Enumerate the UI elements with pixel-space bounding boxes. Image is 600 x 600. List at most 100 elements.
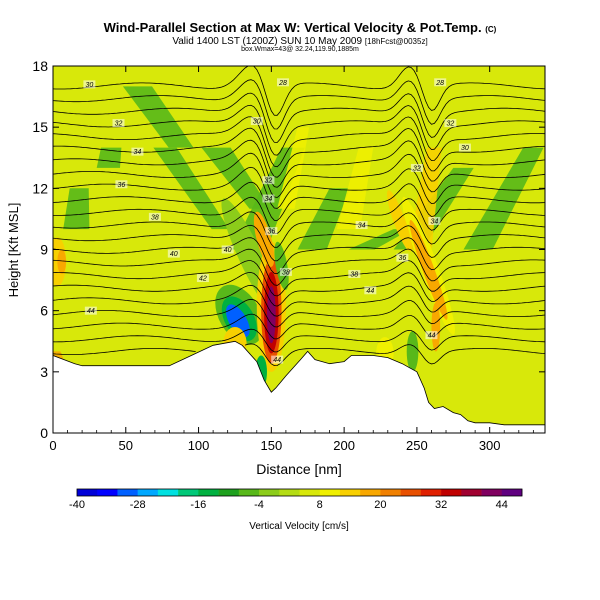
contour-label-bg [276,78,289,87]
theta-contour-17 [53,116,545,168]
colorbar: -40 -28 -16 -4 8 20 32 44 [69,488,523,511]
yellow-streak [336,147,374,230]
theta-contour-1 [53,328,545,353]
y-tick-label: 12 [32,180,48,196]
contour-label: 32 [413,165,421,172]
contour-label: 44 [366,288,374,295]
theta-contour-19 [53,92,545,143]
yellow-streak [277,127,310,209]
colorbar-tick-label: 8 [317,499,323,511]
colorbar-swatch [339,489,361,496]
green-streak [63,188,90,230]
theta-contour-21 [53,66,545,116]
theta-contour-0 [53,343,545,367]
y-tick-label: 3 [40,364,48,380]
theta-contour-9 [53,224,545,262]
contour-label-bg [148,212,161,221]
chart-title-text: Wind-Parallel Section at Max W: Vertical… [103,20,482,35]
contour-label: 40 [170,251,178,258]
theta-contour-18 [53,104,545,156]
contour-label: 40 [224,247,232,254]
theta-contour-6 [53,260,545,297]
contour-label-bg [167,249,180,258]
x-tick-label: 100 [188,438,210,453]
chart-subtitle: Valid 1400 LST (1200Z) SUN 10 May 2009 [… [0,36,600,47]
contour-labels: 44 42 40 38 36 34 32 30 40 38 36 34 32 30 28 38 44 34 34 36… [83,78,471,364]
colorbar-swatch [137,489,159,496]
colorbar-swatch [178,489,199,496]
theta-contour-8 [53,237,545,275]
colorbar-swatch [77,489,98,496]
theta-contour-20 [53,79,545,130]
velocity-cell [266,286,276,344]
contour-label-bg [458,143,471,152]
y-tick-label: 18 [32,58,48,74]
colorbar-swatch [441,489,462,496]
colorbar-label: Vertical Velocity [cm/s] [249,521,349,532]
theta-contour-7 [53,248,545,286]
y-tick-label: 6 [40,303,48,319]
colorbar-swatch [117,489,138,496]
contour-label-bg [221,245,234,254]
contour-label-bg [112,119,125,128]
velocity-cell [406,331,419,372]
contour-label: 32 [446,121,454,128]
contour-label-bg [396,253,409,262]
contour-label: 34 [134,149,142,156]
x-tick-label: 50 [119,438,133,453]
velocity-cell [225,304,250,338]
theta-contour-11 [53,196,545,235]
contour-label: 32 [115,121,123,128]
contour-label-bg [279,267,292,276]
contour-label-bg [434,78,447,87]
green-streak [96,147,122,168]
contour-label: 30 [85,82,93,89]
contour-label-bg [364,286,377,295]
plot-area: 44 42 40 38 36 34 32 30 40 38 36 34 32 30 28 38 44 34 34 36… [52,66,546,434]
theta-contour-2 [53,313,545,340]
colorbar-swatch [238,489,260,496]
theta-contours [53,66,545,367]
colorbar-swatch [319,489,341,496]
contour-label-bg [115,180,128,189]
contour-label-bg [262,194,275,203]
x-tick-label: 250 [406,438,428,453]
colorbar-swatch [198,489,219,496]
chart-title: Wind-Parallel Section at Max W: Vertical… [0,20,600,35]
x-tick-label: 0 [49,438,56,453]
y-axis-label: Height [Kft MSL] [6,203,21,298]
colorbar-swatch [380,489,401,496]
contour-label-bg [271,355,284,364]
contour-label-bg [428,216,441,225]
contour-label: 38 [350,271,358,278]
colorbar-tick-label: -40 [69,499,85,511]
colorbar-swatch [481,489,503,496]
x-tick-label: 300 [479,438,501,453]
contour-label: 34 [430,218,438,225]
contour-label: 28 [278,80,287,87]
contour-label: 34 [358,223,366,230]
theta-contour-5 [53,272,545,307]
x-axis-label: Distance [nm] [256,461,342,477]
velocity-cell [409,220,448,320]
colorbar-tick-label: -4 [254,499,264,511]
contour-label-bg [265,227,278,236]
y-tick-label: 9 [40,242,48,258]
y-tick-label: 15 [32,119,48,135]
contour-label-bg [196,274,209,283]
contour-label-bg [250,117,263,126]
velocity-cell [387,190,412,252]
contour-label-bg [410,163,423,172]
velocity-cell [57,249,67,274]
colorbar-swatch [97,489,118,496]
colorbar-swatch [360,489,381,496]
contour-label-bg [262,176,275,185]
colorbar-tick-label: -16 [190,499,206,511]
contour-label: 44 [428,333,436,340]
chart-title-mark: (C) [485,25,497,34]
theta-contour-10 [53,211,545,248]
contour-label-bg [355,221,368,230]
theta-contour-12 [53,181,545,221]
colorbar-frame [76,488,523,497]
